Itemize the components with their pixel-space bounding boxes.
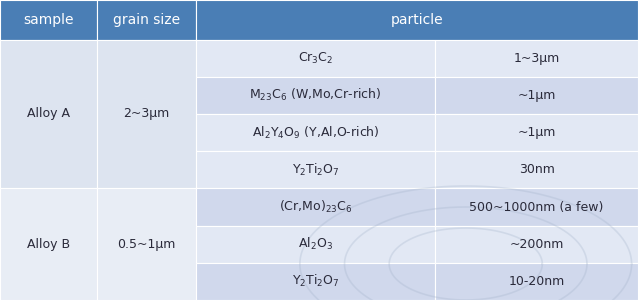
Text: ~1μm: ~1μm <box>517 89 556 102</box>
Bar <box>196 0 638 40</box>
Text: Al$_2$O$_3$: Al$_2$O$_3$ <box>298 236 333 252</box>
Text: 500~1000nm (a few): 500~1000nm (a few) <box>470 200 604 214</box>
Bar <box>435 40 638 77</box>
Text: ~1μm: ~1μm <box>517 126 556 139</box>
Bar <box>435 226 638 263</box>
Bar <box>196 77 435 114</box>
Text: 0.5~1μm: 0.5~1μm <box>117 238 175 251</box>
Text: 30nm: 30nm <box>519 163 554 176</box>
Bar <box>435 114 638 151</box>
Text: 10-20nm: 10-20nm <box>508 275 565 288</box>
Bar <box>196 226 435 263</box>
Text: sample: sample <box>23 13 74 27</box>
Text: Y$_2$Ti$_2$O$_7$: Y$_2$Ti$_2$O$_7$ <box>292 162 339 178</box>
Text: Cr$_3$C$_2$: Cr$_3$C$_2$ <box>298 51 333 66</box>
Text: 1~3μm: 1~3μm <box>514 52 560 65</box>
Bar <box>435 188 638 226</box>
Text: Y$_2$Ti$_2$O$_7$: Y$_2$Ti$_2$O$_7$ <box>292 273 339 290</box>
Bar <box>435 77 638 114</box>
Text: 2~3μm: 2~3μm <box>123 107 170 121</box>
Bar <box>196 188 435 226</box>
Text: (Cr,Mo)$_{23}$C$_6$: (Cr,Mo)$_{23}$C$_6$ <box>279 199 352 215</box>
Bar <box>435 151 638 188</box>
Text: Al$_2$Y$_4$O$_9$ (Y,Al,O-rich): Al$_2$Y$_4$O$_9$ (Y,Al,O-rich) <box>251 124 380 141</box>
Bar <box>435 263 638 300</box>
Bar <box>0 40 97 188</box>
Text: particle: particle <box>390 13 443 27</box>
Bar <box>97 188 196 300</box>
Text: M$_{23}$C$_6$ (W,Mo,Cr-rich): M$_{23}$C$_6$ (W,Mo,Cr-rich) <box>249 87 382 104</box>
Bar <box>196 263 435 300</box>
Bar <box>97 40 196 188</box>
Bar <box>0 188 97 300</box>
Text: Alloy A: Alloy A <box>27 107 70 121</box>
Bar <box>196 114 435 151</box>
Bar <box>196 151 435 188</box>
Text: Alloy B: Alloy B <box>27 238 70 251</box>
Bar <box>196 40 435 77</box>
Text: grain size: grain size <box>113 13 180 27</box>
Text: ~200nm: ~200nm <box>509 238 564 251</box>
Bar <box>97 0 196 40</box>
Bar <box>0 0 97 40</box>
